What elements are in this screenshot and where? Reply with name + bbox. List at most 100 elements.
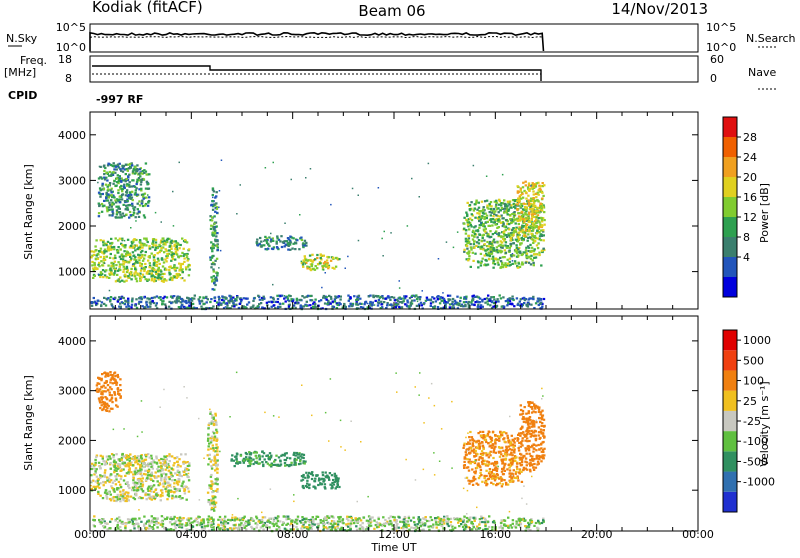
echo-region-3	[230, 450, 306, 467]
echo-cell	[497, 300, 499, 302]
echo-cell	[180, 267, 182, 269]
echo-cell	[334, 300, 336, 302]
echo-cell	[153, 259, 155, 261]
echo-cell	[530, 233, 532, 235]
echo-cell	[293, 452, 295, 454]
echo-cell	[156, 494, 158, 496]
echo-cell	[527, 424, 529, 426]
echo-cell	[519, 453, 521, 455]
echo-cell	[455, 301, 457, 303]
echo-cell	[490, 438, 492, 440]
echo-cell	[284, 245, 286, 247]
echo-cell	[134, 186, 136, 188]
echo-cell	[106, 206, 108, 208]
echo-cell	[136, 482, 138, 484]
echo-cell	[530, 198, 532, 200]
echo-cell	[215, 235, 217, 237]
echo-cell	[136, 183, 138, 185]
echo-cell	[542, 441, 544, 443]
echo-cell	[470, 224, 472, 226]
echo-cell	[136, 213, 138, 215]
echo-cell	[122, 258, 124, 260]
echo-cell	[101, 251, 103, 253]
echo-cell	[264, 236, 266, 238]
echo-cell	[138, 460, 140, 462]
echo-cell	[463, 217, 465, 219]
echo-cell	[480, 224, 482, 226]
echo-cell	[407, 225, 409, 227]
echo-cell	[186, 468, 188, 470]
echo-cell	[384, 298, 386, 300]
echo-cell	[215, 444, 217, 446]
echo-cell	[508, 466, 510, 468]
echo-cell	[316, 267, 318, 269]
echo-cell	[115, 470, 117, 472]
echo-cell	[178, 306, 180, 308]
echo-cell	[210, 487, 212, 489]
echo-cell	[268, 236, 270, 238]
power-ylabel: Slant Range [km]	[22, 164, 35, 260]
echo-cell	[176, 461, 178, 463]
echo-cell	[500, 202, 502, 204]
echo-cell	[301, 261, 303, 263]
echo-cell	[101, 305, 103, 307]
echo-cell	[296, 298, 298, 300]
echo-cell	[495, 200, 497, 202]
echo-cell	[294, 248, 296, 250]
echo-cell	[501, 478, 503, 480]
echo-cell	[526, 453, 528, 455]
echo-cell	[131, 298, 133, 300]
echo-cell	[279, 306, 281, 308]
echo-cell	[483, 234, 485, 236]
echo-cell	[484, 302, 486, 304]
echo-cell	[526, 253, 528, 255]
echo-cell	[496, 202, 498, 204]
echo-cell	[103, 200, 105, 202]
echo-cell	[114, 297, 116, 299]
echo-cell	[319, 262, 321, 264]
echo-cell	[113, 267, 115, 269]
echo-cell	[143, 296, 145, 298]
echo-cell	[118, 180, 120, 182]
echo-cell	[94, 459, 96, 461]
date-title: 14/Nov/2013	[611, 0, 708, 18]
echo-cell	[216, 440, 218, 442]
echo-cell	[150, 488, 152, 490]
echo-cell	[481, 461, 483, 463]
echo-cell	[532, 207, 534, 209]
echo-cell	[102, 276, 104, 278]
echo-cell	[245, 452, 247, 454]
echo-cell	[91, 261, 93, 263]
echo-cell	[117, 250, 119, 252]
echo-cell	[165, 476, 167, 478]
echo-cell	[482, 237, 484, 239]
echo-cell	[198, 300, 200, 302]
echo-cell	[211, 248, 213, 250]
echo-cell	[492, 260, 494, 262]
echo-cell	[531, 426, 533, 428]
echo-cell	[216, 212, 218, 214]
echo-cell	[176, 253, 178, 255]
echo-cell	[215, 202, 217, 204]
echo-cell	[517, 240, 519, 242]
echo-cell	[160, 299, 162, 301]
echo-cell	[157, 475, 159, 477]
echo-cell	[151, 297, 153, 299]
echo-cell	[501, 247, 503, 249]
echo-cell	[486, 206, 488, 208]
echo-cell	[160, 271, 162, 273]
echo-cell	[507, 201, 509, 203]
echo-cell	[523, 302, 525, 304]
echo-cell	[315, 265, 317, 267]
echo-cell	[496, 241, 498, 243]
echo-cell	[456, 296, 458, 298]
echo-cell	[239, 303, 241, 305]
echo-cell	[355, 302, 357, 304]
echo-cell	[350, 297, 352, 299]
echo-cell	[520, 441, 522, 443]
echo-cell	[111, 394, 113, 396]
echo-cell	[449, 295, 451, 297]
echo-cell	[309, 295, 311, 297]
echo-cell	[135, 461, 137, 463]
echo-cell	[529, 208, 531, 210]
